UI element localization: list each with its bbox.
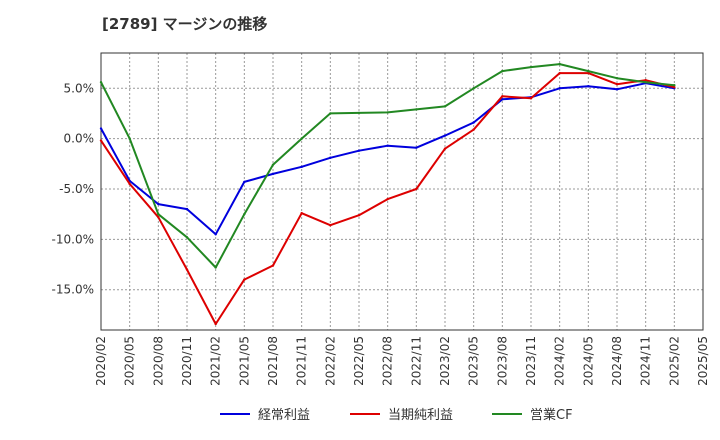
data-point-2 xyxy=(357,111,361,115)
x-tick-label: 2022/05 xyxy=(352,336,366,386)
data-point-1 xyxy=(300,211,303,215)
data-point-2 xyxy=(673,84,676,87)
x-tick-label: 2023/11 xyxy=(524,336,538,386)
data-point-1 xyxy=(128,182,131,186)
data-point-2 xyxy=(443,105,447,108)
data-point-1 xyxy=(415,187,418,191)
data-point-0 xyxy=(501,98,504,101)
data-point-0 xyxy=(357,149,361,152)
y-tick-label: -10.0% xyxy=(52,232,94,246)
data-point-1 xyxy=(529,97,533,100)
data-point-2 xyxy=(472,87,475,90)
data-point-2 xyxy=(300,137,303,140)
x-tick-label: 2021/05 xyxy=(237,336,251,386)
x-tick-label: 2025/02 xyxy=(667,336,681,386)
x-tick-label: 2021/11 xyxy=(295,336,309,386)
data-point-0 xyxy=(157,202,160,206)
x-tick-label: 2020/02 xyxy=(94,336,108,386)
data-point-2 xyxy=(615,76,619,80)
data-point-2 xyxy=(587,69,590,73)
x-tick-label: 2024/05 xyxy=(581,336,595,386)
data-point-1 xyxy=(271,264,275,267)
y-tick-label: -15.0% xyxy=(52,283,94,297)
data-point-1 xyxy=(501,95,504,98)
data-point-1 xyxy=(157,215,160,219)
legend-label-1: 当期純利益 xyxy=(388,408,453,423)
data-point-1 xyxy=(558,71,561,75)
data-point-0 xyxy=(271,172,275,176)
x-tick-label: 2024/02 xyxy=(553,336,567,386)
legend-label-0: 経常利益 xyxy=(258,408,310,423)
data-point-2 xyxy=(243,212,246,216)
data-point-2 xyxy=(415,108,418,111)
x-tick-label: 2024/08 xyxy=(610,336,624,386)
x-tick-label: 2021/02 xyxy=(209,336,223,386)
y-tick-label: 5.0% xyxy=(64,81,95,95)
data-point-0 xyxy=(99,127,103,130)
data-point-0 xyxy=(443,134,447,137)
x-tick-label: 2020/05 xyxy=(123,336,137,386)
data-point-1 xyxy=(615,83,619,86)
data-point-1 xyxy=(644,78,647,82)
data-point-2 xyxy=(501,69,504,73)
x-tick-label: 2024/11 xyxy=(639,336,653,386)
x-tick-label: 2022/08 xyxy=(381,336,395,386)
x-tick-label: 2023/05 xyxy=(467,336,481,386)
x-tick-label: 2020/11 xyxy=(180,336,194,386)
data-point-1 xyxy=(243,278,246,281)
data-point-0 xyxy=(243,180,246,184)
data-point-2 xyxy=(386,111,389,114)
y-tick-label: -5.0% xyxy=(59,182,94,196)
data-point-2 xyxy=(644,81,647,84)
data-point-2 xyxy=(329,112,332,115)
x-tick-label: 2025/05 xyxy=(696,336,710,386)
data-point-0 xyxy=(214,233,217,236)
legend-label-2: 営業CF xyxy=(530,407,573,423)
data-point-2 xyxy=(128,137,131,140)
data-point-0 xyxy=(615,88,619,91)
data-point-0 xyxy=(185,207,189,211)
x-tick-label: 2022/11 xyxy=(409,336,423,386)
data-point-1 xyxy=(329,224,332,227)
data-point-1 xyxy=(443,147,447,150)
x-tick-label: 2023/02 xyxy=(438,336,452,386)
data-point-1 xyxy=(357,213,361,217)
data-point-1 xyxy=(99,139,103,142)
data-point-2 xyxy=(271,163,275,167)
data-point-0 xyxy=(415,146,418,149)
data-point-2 xyxy=(558,62,561,66)
data-point-1 xyxy=(472,128,475,131)
y-tick-label: 0.0% xyxy=(64,132,95,146)
data-point-0 xyxy=(587,85,590,88)
chart-title: [2789] マージンの推移 xyxy=(102,15,268,33)
data-point-0 xyxy=(300,165,303,169)
data-point-0 xyxy=(329,156,332,159)
data-point-2 xyxy=(99,81,103,84)
data-point-1 xyxy=(214,322,217,326)
data-point-2 xyxy=(529,65,533,69)
data-point-2 xyxy=(157,212,160,216)
plot-border xyxy=(100,52,704,331)
data-point-2 xyxy=(185,236,189,239)
data-point-2 xyxy=(214,266,217,269)
data-point-1 xyxy=(587,71,590,75)
data-point-1 xyxy=(386,197,389,201)
x-tick-label: 2023/08 xyxy=(495,336,509,386)
data-point-0 xyxy=(386,144,389,147)
data-point-0 xyxy=(472,121,475,124)
x-tick-label: 2021/08 xyxy=(266,336,280,386)
data-point-1 xyxy=(185,268,189,271)
data-point-0 xyxy=(558,87,561,90)
plot-area xyxy=(101,53,703,330)
x-tick-label: 2022/02 xyxy=(323,336,337,386)
data-point-1 xyxy=(673,86,676,89)
x-tick-label: 2020/08 xyxy=(151,336,165,386)
